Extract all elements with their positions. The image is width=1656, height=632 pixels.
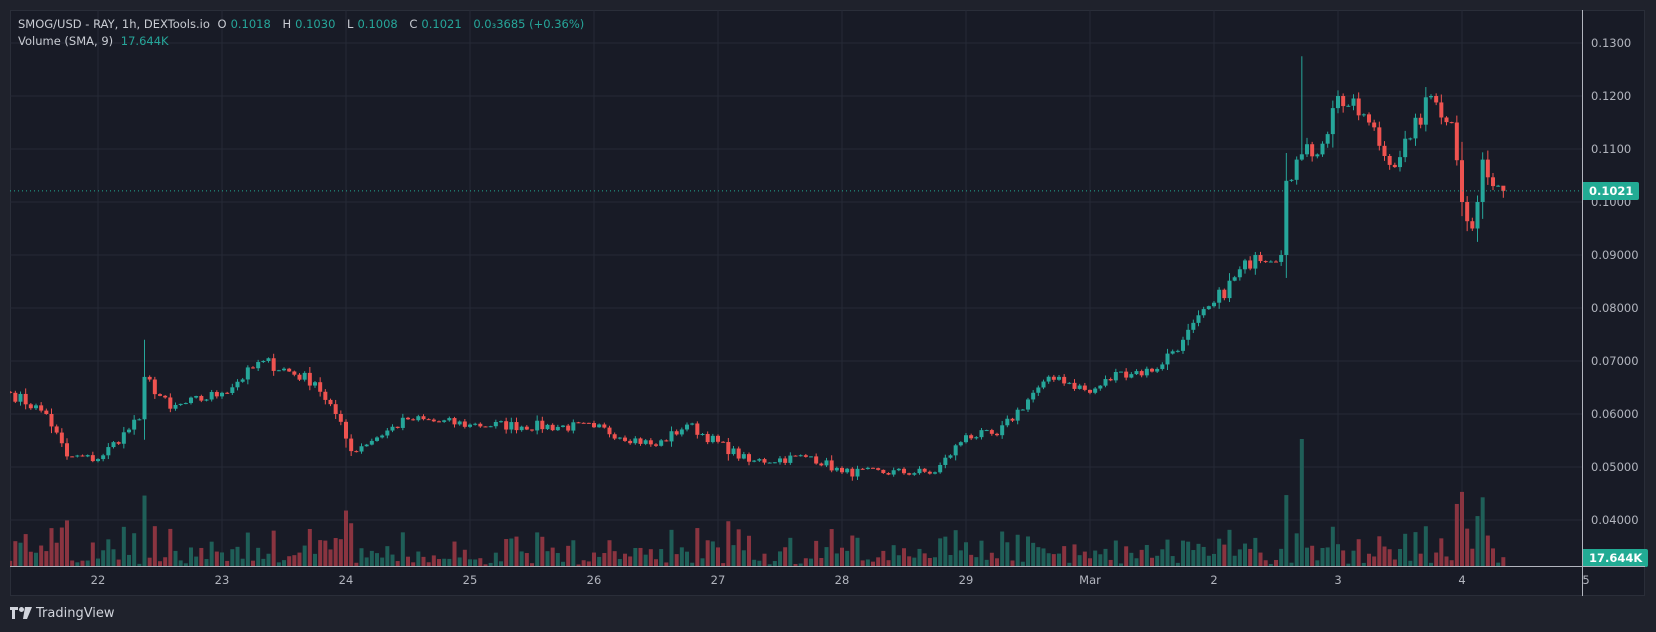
- price-change: 0.0₃3685 (+0.36%): [473, 17, 585, 31]
- time-tick-label: 25: [462, 573, 478, 587]
- ohlc-close: C 0.1021: [409, 17, 462, 31]
- chart-legend: SMOG/USD - RAY, 1h, DEXTools.io O 0.1018 …: [18, 16, 588, 50]
- time-tick-label: 29: [958, 573, 974, 587]
- volume-legend-row[interactable]: Volume (SMA, 9) 17.644K: [18, 33, 588, 50]
- volume-indicator-value: 17.644K: [120, 34, 169, 48]
- current-volume-label: 17.644K: [1583, 549, 1649, 567]
- tradingview-logo[interactable]: TradingView: [10, 604, 115, 622]
- symbol-legend-row[interactable]: SMOG/USD - RAY, 1h, DEXTools.io O 0.1018 …: [18, 16, 588, 33]
- tradingview-logo-icon: [10, 607, 32, 619]
- time-tick-label: 24: [338, 573, 354, 587]
- ohlc-low: L 0.1008: [347, 17, 398, 31]
- axis-corner-divider: [1582, 566, 1583, 596]
- price-tick-label: 0.1300: [1591, 36, 1632, 50]
- price-tick-label: 0.07000: [1591, 354, 1639, 368]
- tradingview-logo-text: TradingView: [36, 605, 115, 621]
- price-tick-label: 0.05000: [1591, 460, 1639, 474]
- time-tick-label: 26: [586, 573, 602, 587]
- time-tick-label: Mar: [1079, 573, 1101, 587]
- time-tick-label: 2: [1210, 573, 1218, 587]
- price-tick-label: 0.1100: [1591, 142, 1632, 156]
- time-tick-label: 22: [90, 573, 106, 587]
- price-tick-label: 0.08000: [1591, 301, 1639, 315]
- time-tick-label: 4: [1458, 573, 1466, 587]
- price-tick-label: 0.04000: [1591, 513, 1639, 527]
- symbol-title: SMOG/USD - RAY, 1h, DEXTools.io: [18, 17, 210, 31]
- chart-panel: [10, 10, 1645, 596]
- time-tick-label: 27: [710, 573, 726, 587]
- ohlc-high: H 0.1030: [282, 17, 336, 31]
- chart-plot-area[interactable]: [10, 10, 1582, 566]
- ohlc-open: O 0.1018: [217, 17, 271, 31]
- time-tick-label: 5: [1582, 573, 1590, 587]
- candlestick-series: [10, 56, 1582, 481]
- time-tick-label: 23: [214, 573, 230, 587]
- price-tick-label: 0.1200: [1591, 89, 1632, 103]
- price-tick-label: 0.06000: [1591, 407, 1639, 421]
- volume-indicator-title: Volume (SMA, 9): [18, 34, 114, 48]
- price-axis[interactable]: 0.1300 0.1200 0.1100 0.1000 0.09000 0.08000 0.…: [1582, 10, 1649, 567]
- current-price-label: 0.1021: [1583, 181, 1640, 200]
- price-tick-label: 0.09000: [1591, 248, 1639, 262]
- time-tick-label: 3: [1334, 573, 1342, 587]
- volume-bars: [10, 439, 1506, 566]
- time-axis[interactable]: 22 23 24 25 26 27 28 29 Mar 2 3 4 5: [10, 566, 1645, 597]
- time-tick-label: 28: [834, 573, 850, 587]
